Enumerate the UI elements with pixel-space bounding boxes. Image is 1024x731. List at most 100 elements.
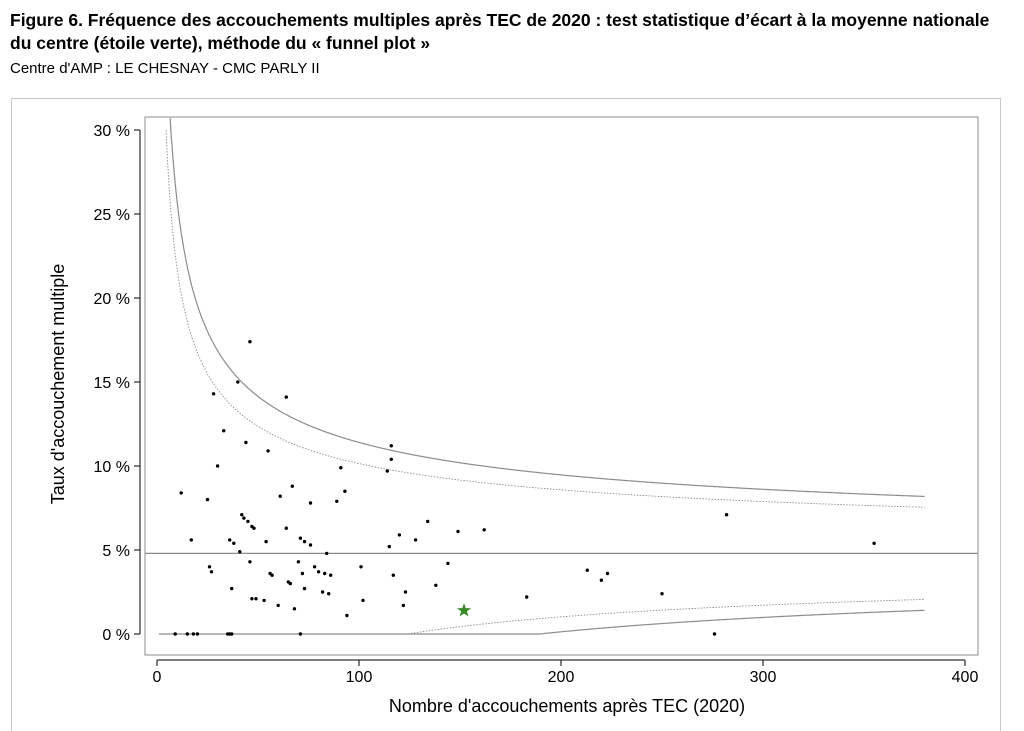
- centre-point: [724, 513, 729, 517]
- centre-point: [308, 543, 313, 547]
- y-tick-label: 25 %: [94, 207, 130, 224]
- centre-point: [211, 392, 216, 396]
- centre-point: [446, 561, 450, 566]
- centre-point: [413, 538, 418, 542]
- centre-point: [189, 538, 193, 542]
- centre-point: [335, 499, 339, 503]
- centre-point: [179, 491, 183, 495]
- y-tick-label: 10 %: [94, 459, 130, 476]
- centre-point: [296, 560, 301, 564]
- centre-point: [284, 395, 288, 399]
- centre-point: [284, 526, 288, 530]
- centre-point: [302, 586, 307, 591]
- figure-title: Figure 6. Fréquence des accouchements mu…: [10, 10, 990, 53]
- centre-point: [389, 444, 393, 448]
- centre-point: [185, 632, 189, 636]
- centre-point: [401, 603, 406, 608]
- centre-point: [391, 573, 395, 577]
- centre-point: [264, 539, 268, 544]
- centre-point: [195, 632, 200, 636]
- centre-point: [525, 595, 529, 599]
- centre-point: [230, 586, 234, 591]
- centre-point: [327, 592, 331, 596]
- centre-point: [252, 526, 256, 530]
- x-tick-label: 400: [952, 669, 979, 686]
- y-axis-title: Taux d'accouchement multiple: [48, 264, 68, 505]
- centre-point: [712, 632, 717, 636]
- centre-point: [254, 597, 258, 601]
- centre-point: [209, 570, 214, 574]
- centre-point: [270, 573, 274, 577]
- centre-point: [872, 541, 876, 545]
- centre-point: [250, 597, 254, 601]
- centre-point: [207, 565, 212, 569]
- centre-point: [660, 592, 664, 596]
- centre-point: [191, 632, 196, 636]
- funnel-limit-lower-solid: [159, 609, 925, 635]
- x-axis-title: Nombre d'accouchements après TEC (2020): [389, 696, 745, 716]
- centre-star-icon: [456, 603, 472, 617]
- centre-point: [389, 457, 393, 461]
- centre-point: [359, 565, 363, 569]
- funnel-limit-lower-dotted: [159, 598, 925, 635]
- centre-point: [266, 449, 270, 453]
- y-tick-label: 20 %: [94, 291, 130, 308]
- centre-point: [323, 571, 327, 576]
- centre-point: [290, 484, 294, 488]
- y-tick-label: 15 %: [94, 375, 130, 392]
- centre-point: [298, 632, 303, 636]
- funnel-limit-upper-dotted: [165, 130, 925, 508]
- centre-point: [262, 598, 266, 603]
- centre-point: [361, 598, 365, 603]
- x-tick-label: 200: [548, 669, 575, 686]
- y-tick-label: 0 %: [102, 627, 130, 644]
- figure-frame: [11, 98, 1001, 731]
- centre-point: [276, 603, 280, 608]
- centre-point: [300, 571, 305, 576]
- data-points: [173, 340, 876, 636]
- x-tick-label: 300: [750, 669, 777, 686]
- centre-point: [312, 565, 317, 569]
- plot-area: [144, 116, 979, 656]
- y-axis: 0 % 5 % 10 % 15 % 20 % 25 % 30 %: [94, 123, 141, 644]
- centre-point: [302, 539, 307, 544]
- centre-point: [215, 464, 220, 468]
- x-axis: 0 100 200 300 400: [153, 659, 979, 686]
- centre-point: [387, 544, 391, 549]
- y-tick-label: 30 %: [94, 123, 130, 140]
- figure-subtitle: Centre d'AMP : LE CHESNAY - CMC PARLY II: [10, 60, 320, 77]
- centre-point: [329, 573, 333, 577]
- centre-point: [605, 571, 610, 576]
- centre-point: [232, 541, 236, 545]
- centre-point: [244, 440, 248, 445]
- centre-point: [205, 497, 210, 502]
- centre-point: [230, 632, 234, 636]
- centre-point: [599, 578, 604, 582]
- centre-point: [228, 538, 232, 542]
- centre-point: [345, 613, 349, 618]
- centre-point: [173, 632, 177, 636]
- centre-point: [222, 429, 226, 433]
- centre-point: [248, 560, 252, 564]
- centre-point: [482, 528, 486, 532]
- centre-point: [240, 513, 244, 517]
- centre-point: [426, 519, 430, 524]
- centre-point: [320, 590, 325, 594]
- centre-point: [288, 581, 292, 586]
- funnel-lines: [145, 118, 978, 635]
- centre-point: [385, 469, 389, 473]
- centre-point: [278, 494, 282, 498]
- centre-marker: [456, 603, 472, 617]
- centre-point: [397, 533, 402, 537]
- centre-point: [343, 489, 347, 493]
- centre-point: [298, 536, 303, 540]
- centre-point: [246, 519, 250, 524]
- centre-point: [238, 550, 242, 554]
- centre-point: [339, 466, 343, 470]
- funnel-limit-upper-solid: [169, 118, 925, 497]
- centre-point: [585, 568, 589, 572]
- centre-point: [308, 501, 313, 505]
- centre-point: [248, 340, 252, 344]
- centre-point: [434, 583, 438, 587]
